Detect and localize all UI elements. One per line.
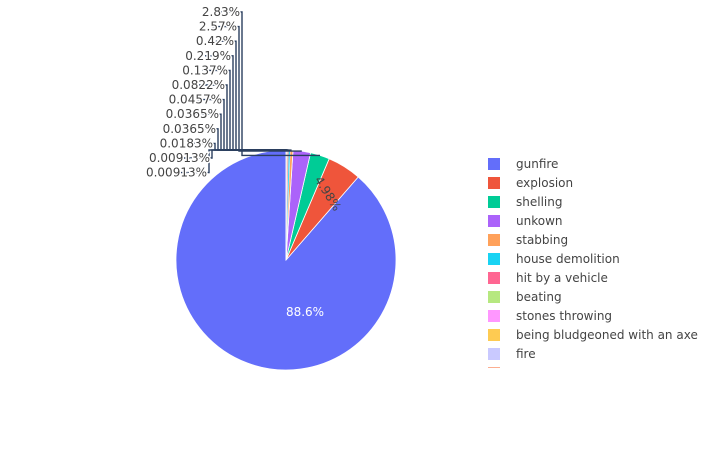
legend-item[interactable]: being bludgeoned with an axe xyxy=(484,325,698,344)
legend-swatch xyxy=(488,290,500,303)
slice-label-9: 0.0457% xyxy=(169,93,222,107)
legend-swatch xyxy=(488,252,500,265)
slice-label-8: 0.0822% xyxy=(172,78,225,92)
legend-item[interactable]: shelling xyxy=(484,192,562,211)
slice-label-5: 0.42% xyxy=(196,34,234,48)
slice-label-10: 0.0365% xyxy=(166,107,219,121)
legend-item[interactable]: stones throwing xyxy=(484,306,612,325)
slice-label-12: 0.0183% xyxy=(160,136,213,150)
legend-label: gunfire xyxy=(516,156,559,171)
pie-slices xyxy=(175,149,397,371)
legend-item[interactable]: hit by a vehicle xyxy=(484,268,608,287)
slice-label-4: 2.57% xyxy=(199,20,237,34)
legend-swatch xyxy=(488,309,500,322)
legend-label: unkown xyxy=(516,213,563,228)
slice-label-1: 88.6% xyxy=(286,305,324,319)
legend-label: explosion xyxy=(516,175,574,190)
slice-label-14: 0.00913% xyxy=(146,166,207,180)
legend-swatch xyxy=(488,366,500,368)
legend-swatch xyxy=(488,176,500,189)
legend-item[interactable]: fire xyxy=(484,344,536,363)
legend-label: being bludgeoned with an axe xyxy=(516,327,698,342)
legend-item[interactable]: beating xyxy=(484,287,562,306)
legend-item[interactable]: unkown xyxy=(484,211,563,230)
slice-label-13: 0.00913% xyxy=(149,151,210,165)
connector-4 xyxy=(211,25,302,152)
legend-label: stones throwing xyxy=(516,308,613,323)
connector-3 xyxy=(214,11,320,157)
legend-swatch xyxy=(488,214,500,227)
legend-swatch xyxy=(488,328,500,341)
legend-label: hit by a vehicle xyxy=(516,270,608,285)
slice-label-7: 0.137% xyxy=(182,63,228,77)
legend-label: beating xyxy=(516,289,562,304)
legend-item[interactable]: gunfire xyxy=(484,154,558,173)
legend-swatch xyxy=(488,157,500,170)
legend-label: stabbing xyxy=(516,232,569,247)
legend-swatch xyxy=(488,271,500,284)
legend-swatch xyxy=(488,347,500,360)
slice-label-3: 2.83% xyxy=(202,5,240,19)
legend: gunfire explosion shelling unkown stabbing ho… xyxy=(484,154,712,368)
slice-label-11: 0.0365% xyxy=(163,122,216,136)
legend-item[interactable]: stabbing xyxy=(484,230,568,249)
slice-label-6: 0.219% xyxy=(185,49,231,63)
legend-swatch xyxy=(488,233,500,246)
legend-swatch xyxy=(488,195,500,208)
label-connectors xyxy=(181,11,320,174)
legend-item[interactable] xyxy=(484,363,516,368)
connector-14 xyxy=(181,149,286,174)
legend-item[interactable]: explosion xyxy=(484,173,573,192)
legend-label: house demolition xyxy=(516,251,620,266)
legend-label: fire xyxy=(516,346,536,361)
legend-item[interactable]: house demolition xyxy=(484,249,620,268)
legend-label: shelling xyxy=(516,194,563,209)
